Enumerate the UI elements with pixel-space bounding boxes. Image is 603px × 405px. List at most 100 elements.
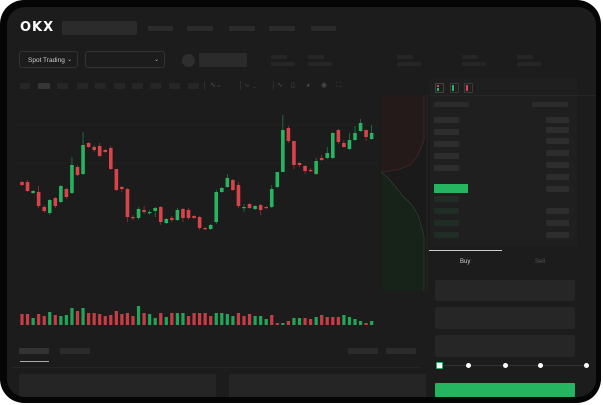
candle[interactable] bbox=[231, 179, 235, 191]
candle[interactable] bbox=[275, 172, 280, 188]
candle[interactable] bbox=[114, 169, 119, 191]
nav-item[interactable] bbox=[229, 26, 255, 31]
candle[interactable] bbox=[86, 142, 91, 148]
tab-sell[interactable]: Sell bbox=[535, 259, 546, 265]
candle[interactable] bbox=[303, 165, 307, 174]
candle[interactable] bbox=[336, 129, 341, 144]
candle[interactable] bbox=[64, 188, 69, 199]
candle[interactable] bbox=[70, 157, 74, 194]
candle[interactable] bbox=[42, 205, 46, 213]
candle[interactable] bbox=[353, 126, 357, 141]
candle[interactable] bbox=[53, 197, 58, 208]
timeframe-button[interactable] bbox=[169, 83, 180, 89]
orderbook-price[interactable] bbox=[434, 165, 459, 171]
slider-stop-100[interactable] bbox=[584, 363, 589, 368]
timeframe-button-active[interactable] bbox=[38, 83, 50, 89]
candle[interactable] bbox=[153, 207, 157, 217]
candle[interactable] bbox=[364, 130, 368, 141]
slider-stop-75[interactable] bbox=[538, 363, 543, 368]
filter-button[interactable] bbox=[386, 348, 416, 354]
timeframe-button[interactable] bbox=[150, 83, 161, 89]
slider-stop-25[interactable] bbox=[466, 363, 471, 368]
candle[interactable] bbox=[203, 227, 207, 230]
candle[interactable] bbox=[75, 165, 80, 176]
indicator-icon[interactable]: ⤷ ⌄ bbox=[245, 82, 257, 89]
candle[interactable] bbox=[247, 203, 252, 209]
candle[interactable] bbox=[97, 143, 102, 157]
candle[interactable] bbox=[103, 149, 108, 153]
candle[interactable] bbox=[131, 215, 135, 220]
orderbook-price[interactable] bbox=[434, 141, 459, 147]
amount-input[interactable] bbox=[435, 307, 575, 329]
nav-item[interactable] bbox=[311, 26, 336, 31]
candle[interactable] bbox=[281, 115, 285, 172]
buy-button[interactable] bbox=[435, 383, 575, 397]
candle[interactable] bbox=[297, 162, 302, 167]
candle[interactable] bbox=[81, 132, 85, 175]
candle[interactable] bbox=[25, 180, 30, 192]
candle[interactable] bbox=[36, 186, 41, 208]
orderbook-price[interactable] bbox=[434, 117, 459, 123]
candle[interactable] bbox=[142, 206, 146, 214]
candle[interactable] bbox=[192, 215, 196, 219]
candle[interactable] bbox=[269, 185, 274, 208]
candle[interactable] bbox=[342, 140, 346, 148]
filter-button[interactable] bbox=[348, 348, 378, 354]
candle[interactable] bbox=[264, 206, 268, 209]
trading-mode-dropdown[interactable]: Spot Trading ⌄ bbox=[19, 51, 78, 68]
candle[interactable] bbox=[347, 133, 352, 150]
orderbook-price[interactable] bbox=[434, 220, 459, 226]
candle[interactable] bbox=[214, 190, 219, 224]
fullscreen-icon[interactable]: ⛶ bbox=[336, 82, 341, 89]
orderbook-asks-icon[interactable] bbox=[464, 83, 473, 93]
candlestick-chart[interactable] bbox=[7, 7, 596, 397]
tab-open-orders[interactable] bbox=[19, 348, 49, 354]
search-bar[interactable] bbox=[62, 21, 137, 35]
candle[interactable] bbox=[319, 155, 324, 161]
candle[interactable] bbox=[358, 119, 363, 132]
line-tool-icon[interactable]: ∿ bbox=[277, 82, 283, 89]
candle[interactable] bbox=[197, 216, 202, 230]
candle-type-icon[interactable]: ∿⌄ bbox=[210, 82, 222, 89]
candle[interactable] bbox=[109, 146, 113, 170]
candle[interactable] bbox=[208, 224, 213, 230]
candle[interactable] bbox=[92, 145, 96, 152]
candle[interactable] bbox=[136, 207, 141, 220]
timeframe-button[interactable] bbox=[188, 83, 199, 89]
candle[interactable] bbox=[59, 185, 63, 203]
orderbook-price[interactable] bbox=[434, 208, 459, 214]
candle[interactable] bbox=[242, 204, 246, 212]
candle[interactable] bbox=[20, 181, 24, 186]
candle[interactable] bbox=[125, 188, 130, 222]
candle[interactable] bbox=[314, 158, 318, 175]
candle[interactable] bbox=[325, 147, 330, 159]
timeframe-button[interactable] bbox=[132, 83, 143, 89]
candle[interactable] bbox=[331, 132, 335, 159]
timeframe-button[interactable] bbox=[95, 83, 106, 89]
timeframe-button[interactable] bbox=[77, 83, 88, 89]
settings-icon[interactable]: ◉ bbox=[321, 82, 328, 89]
orderbook-price[interactable] bbox=[434, 129, 459, 135]
orderbook-both-icon[interactable] bbox=[435, 83, 444, 93]
orderbook-price[interactable] bbox=[434, 196, 459, 202]
candle[interactable] bbox=[308, 168, 313, 172]
candle[interactable] bbox=[147, 210, 152, 215]
camera-icon[interactable]: ◕ bbox=[306, 82, 311, 89]
candle[interactable] bbox=[158, 206, 163, 225]
timeframe-button[interactable] bbox=[20, 83, 30, 89]
candle[interactable] bbox=[164, 218, 169, 224]
slider-handle[interactable] bbox=[436, 362, 443, 369]
candle[interactable] bbox=[181, 208, 185, 222]
slider-stop-50[interactable] bbox=[503, 363, 508, 368]
timeframe-button[interactable] bbox=[114, 83, 125, 89]
candle[interactable] bbox=[120, 186, 124, 192]
orderbook-price[interactable] bbox=[434, 153, 459, 159]
total-input[interactable] bbox=[435, 335, 575, 357]
candle[interactable] bbox=[253, 205, 257, 210]
price-input[interactable] bbox=[435, 280, 575, 301]
candle[interactable] bbox=[369, 125, 374, 140]
candle[interactable] bbox=[225, 174, 230, 188]
okx-logo[interactable]: OKX bbox=[20, 20, 55, 35]
tab-buy[interactable]: Buy bbox=[460, 259, 471, 265]
candle[interactable] bbox=[220, 187, 224, 193]
